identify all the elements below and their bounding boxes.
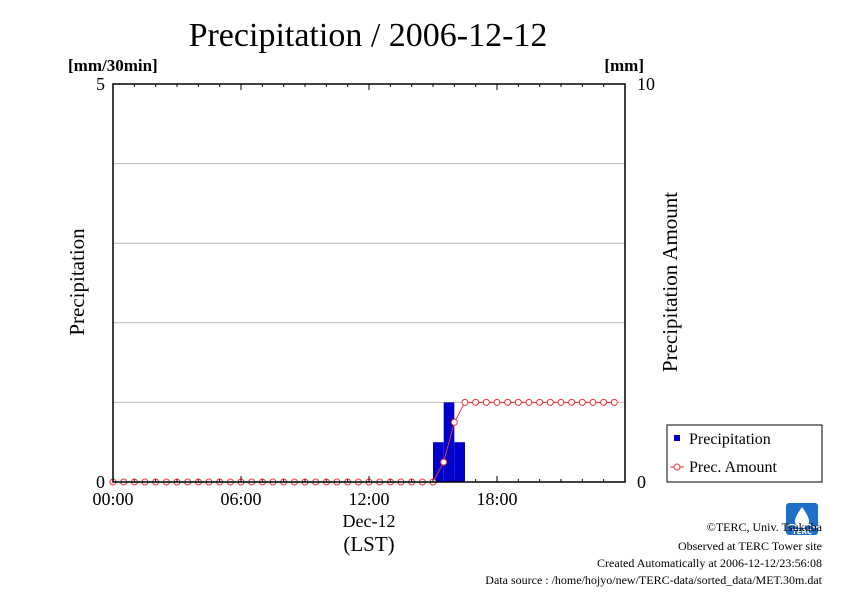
x-tick-label: 00:00: [92, 489, 133, 509]
amount-point: [493, 398, 501, 406]
x-ticks: 00:00 06:00 12:00 18:00: [92, 84, 605, 509]
right-axis-title: Precipitation Amount: [658, 192, 682, 372]
legend-precipitation-label: Precipitation: [689, 431, 771, 448]
right-y-tick-label: 0: [637, 472, 646, 492]
amount-point: [568, 398, 576, 406]
footer-observed: Observed at TERC Tower site: [678, 539, 822, 553]
y-ticks: 0 5 0 10: [96, 74, 655, 492]
left-y-tick-label: 0: [96, 472, 105, 492]
x-tick-label: 18:00: [476, 489, 517, 509]
amount-point: [482, 398, 490, 406]
terc-logo: TERC: [786, 503, 819, 536]
amount-point: [536, 398, 544, 406]
amount-point: [589, 398, 597, 406]
precipitation-bar: [433, 442, 444, 482]
legend-precipitation-swatch: [674, 435, 680, 441]
amount-point: [514, 398, 522, 406]
terc-logo-text: TERC: [792, 528, 812, 536]
amount-point: [557, 398, 565, 406]
amount-point: [440, 458, 448, 466]
right-axis-unit: [mm]: [604, 56, 644, 75]
amount-point: [600, 398, 608, 406]
legend-box: [666, 424, 823, 483]
footer-copyright: ©TERC, Univ. Tsukuba: [707, 520, 823, 534]
left-axis-title: Precipitation: [65, 228, 89, 336]
chart-title: Precipitation / 2006-12-12: [189, 17, 548, 54]
gridlines: [113, 163, 625, 403]
amount-point: [610, 398, 618, 406]
legend: Precipitation Prec. Amount: [666, 424, 823, 483]
x-tick-label: 06:00: [220, 489, 261, 509]
x-tick-label: 12:00: [348, 489, 389, 509]
amount-point: [461, 398, 469, 406]
legend-amount-marker: [673, 463, 681, 471]
amount-point: [546, 398, 554, 406]
x-axis-title: (LST): [343, 532, 394, 556]
footer-source: Data source : /home/hojyo/new/TERC-data/…: [485, 573, 822, 587]
plot-frame: [112, 83, 626, 483]
amount-point: [578, 398, 586, 406]
left-axis-unit: [mm/30min]: [68, 56, 158, 75]
amount-point: [504, 398, 512, 406]
x-date-label: Dec-12: [343, 511, 396, 531]
wave-icon: [787, 523, 819, 529]
legend-amount-label: Prec. Amount: [689, 459, 778, 476]
precipitation-bar: [454, 442, 465, 482]
water-drop-icon: [795, 507, 809, 528]
left-y-tick-label: 5: [96, 74, 105, 94]
amount-point: [472, 398, 480, 406]
footer-created: Created Automatically at 2006-12-12/23:5…: [597, 556, 822, 570]
amount-line: [109, 398, 618, 486]
amount-point: [525, 398, 533, 406]
amount-point: [450, 418, 458, 426]
amount-line-path: [113, 401, 615, 483]
right-y-tick-label: 10: [637, 74, 655, 94]
